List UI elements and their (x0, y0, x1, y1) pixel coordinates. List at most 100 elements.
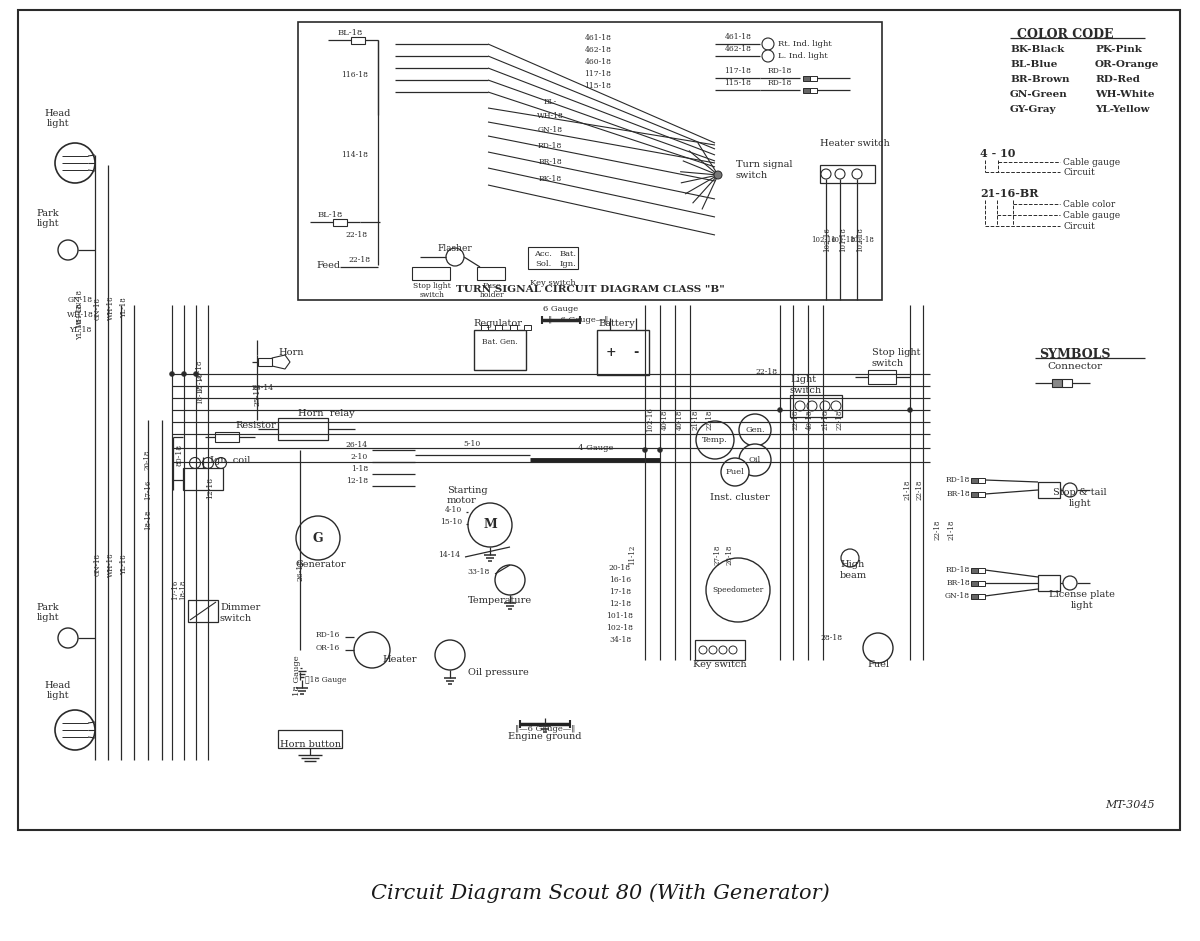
Text: Temp.: Temp. (702, 436, 728, 444)
Text: BK-18: BK-18 (539, 175, 562, 183)
Text: Horn: Horn (278, 348, 304, 357)
Bar (1038, 575, 1060, 591)
Bar (510, 325, 517, 330)
Text: Connector: Connector (1048, 362, 1103, 371)
Text: SYMBOLS: SYMBOLS (1039, 348, 1111, 361)
Text: BL-: BL- (544, 98, 557, 106)
Circle shape (698, 646, 707, 654)
Text: YL-18: YL-18 (68, 326, 91, 334)
Bar (215, 432, 239, 442)
Circle shape (762, 50, 774, 62)
Circle shape (58, 240, 78, 260)
Text: 18-18: 18-18 (179, 580, 187, 600)
Text: 115-18: 115-18 (725, 79, 751, 87)
Text: GN-18: GN-18 (76, 289, 84, 311)
Bar (481, 325, 488, 330)
Text: 22-18: 22-18 (836, 410, 844, 430)
Text: GY-Gray: GY-Gray (1010, 105, 1056, 114)
Text: BR-18: BR-18 (538, 158, 562, 166)
Text: Resistor: Resistor (235, 421, 276, 430)
Text: 22-18: 22-18 (756, 368, 778, 376)
Text: Stop light
switch: Stop light switch (872, 348, 920, 368)
Text: 102-16: 102-16 (811, 236, 836, 244)
Bar (971, 477, 978, 483)
Bar (478, 267, 505, 280)
Text: 460-18: 460-18 (584, 58, 612, 66)
Circle shape (730, 646, 737, 654)
Text: 4 Gauge: 4 Gauge (578, 444, 613, 452)
Text: 20-18: 20-18 (144, 450, 152, 470)
Circle shape (907, 407, 912, 412)
Text: 462-18: 462-18 (584, 46, 612, 54)
Circle shape (739, 444, 772, 476)
Text: ‖—6 Gauge—‖: ‖—6 Gauge—‖ (515, 725, 575, 733)
Bar (334, 218, 347, 226)
Text: 17-16: 17-16 (196, 372, 204, 392)
Text: Park
light: Park light (37, 602, 59, 622)
Text: OR-16: OR-16 (316, 644, 340, 652)
Bar (803, 75, 810, 81)
Bar (971, 581, 978, 585)
Bar (496, 325, 502, 330)
Bar (598, 330, 649, 375)
Bar (820, 165, 875, 183)
Text: 16-16: 16-16 (608, 576, 631, 584)
Text: BK-Black: BK-Black (1010, 45, 1064, 54)
Text: RD-16: RD-16 (316, 631, 340, 639)
Text: 102-18: 102-18 (606, 624, 634, 632)
Circle shape (762, 38, 774, 50)
Circle shape (642, 448, 648, 453)
Text: 102-18: 102-18 (850, 236, 875, 244)
Text: RD-18: RD-18 (538, 142, 562, 150)
Text: 21-16-BR: 21-16-BR (980, 188, 1038, 199)
Circle shape (181, 372, 186, 376)
Text: 462-18: 462-18 (725, 45, 751, 53)
Bar (978, 581, 985, 585)
Text: PK-Pink: PK-Pink (1096, 45, 1142, 54)
Text: BL-18: BL-18 (337, 29, 362, 37)
Bar (278, 418, 328, 440)
Text: 114-18: 114-18 (341, 151, 368, 159)
Text: 461-18: 461-18 (725, 33, 751, 41)
Bar (868, 370, 896, 384)
Text: TURN SIGNAL CIRCUIT DIAGRAM CLASS "B": TURN SIGNAL CIRCUIT DIAGRAM CLASS "B" (456, 285, 725, 294)
Text: Fuel: Fuel (866, 660, 889, 669)
Text: G: G (313, 532, 323, 545)
Bar (978, 491, 985, 497)
Text: Acc.: Acc. (534, 250, 552, 258)
Text: 26-18: 26-18 (296, 559, 304, 581)
Text: 116-18: 116-18 (341, 71, 368, 79)
Text: Oil: Oil (749, 456, 761, 464)
Text: GN-18: GN-18 (94, 296, 102, 320)
Text: Cable gauge: Cable gauge (1063, 211, 1120, 219)
Circle shape (706, 558, 770, 622)
Text: 17-16: 17-16 (172, 580, 179, 600)
Bar (803, 88, 810, 92)
Text: Fuel: Fuel (726, 468, 744, 476)
Text: Flasher: Flasher (438, 244, 473, 253)
Bar (978, 594, 985, 598)
Text: 20-18: 20-18 (196, 359, 204, 380)
Text: Horn  relay: Horn relay (298, 409, 355, 418)
Text: Key switch: Key switch (530, 279, 576, 287)
Polygon shape (272, 355, 290, 369)
Text: +    -: + - (606, 345, 640, 359)
Text: 4-10: 4-10 (445, 506, 462, 514)
Circle shape (354, 632, 390, 668)
Text: 18-18: 18-18 (144, 510, 152, 530)
Text: 34-18: 34-18 (608, 636, 631, 644)
Text: Bat. Gen.: Bat. Gen. (482, 338, 518, 346)
Text: Circuit: Circuit (1063, 221, 1094, 231)
Text: Fuse
holder: Fuse holder (480, 282, 504, 299)
Text: 22-18: 22-18 (916, 480, 924, 501)
Circle shape (1063, 483, 1078, 497)
Text: YL-18: YL-18 (76, 320, 84, 341)
Text: 12-18: 12-18 (608, 600, 631, 608)
Text: RD-18: RD-18 (768, 67, 792, 75)
Text: 22-18: 22-18 (349, 256, 371, 264)
Text: 25-14: 25-14 (253, 384, 262, 407)
Text: 18 Gauge: 18 Gauge (293, 656, 301, 696)
Text: Heater: Heater (383, 655, 418, 664)
Circle shape (190, 457, 200, 469)
Circle shape (436, 640, 466, 670)
